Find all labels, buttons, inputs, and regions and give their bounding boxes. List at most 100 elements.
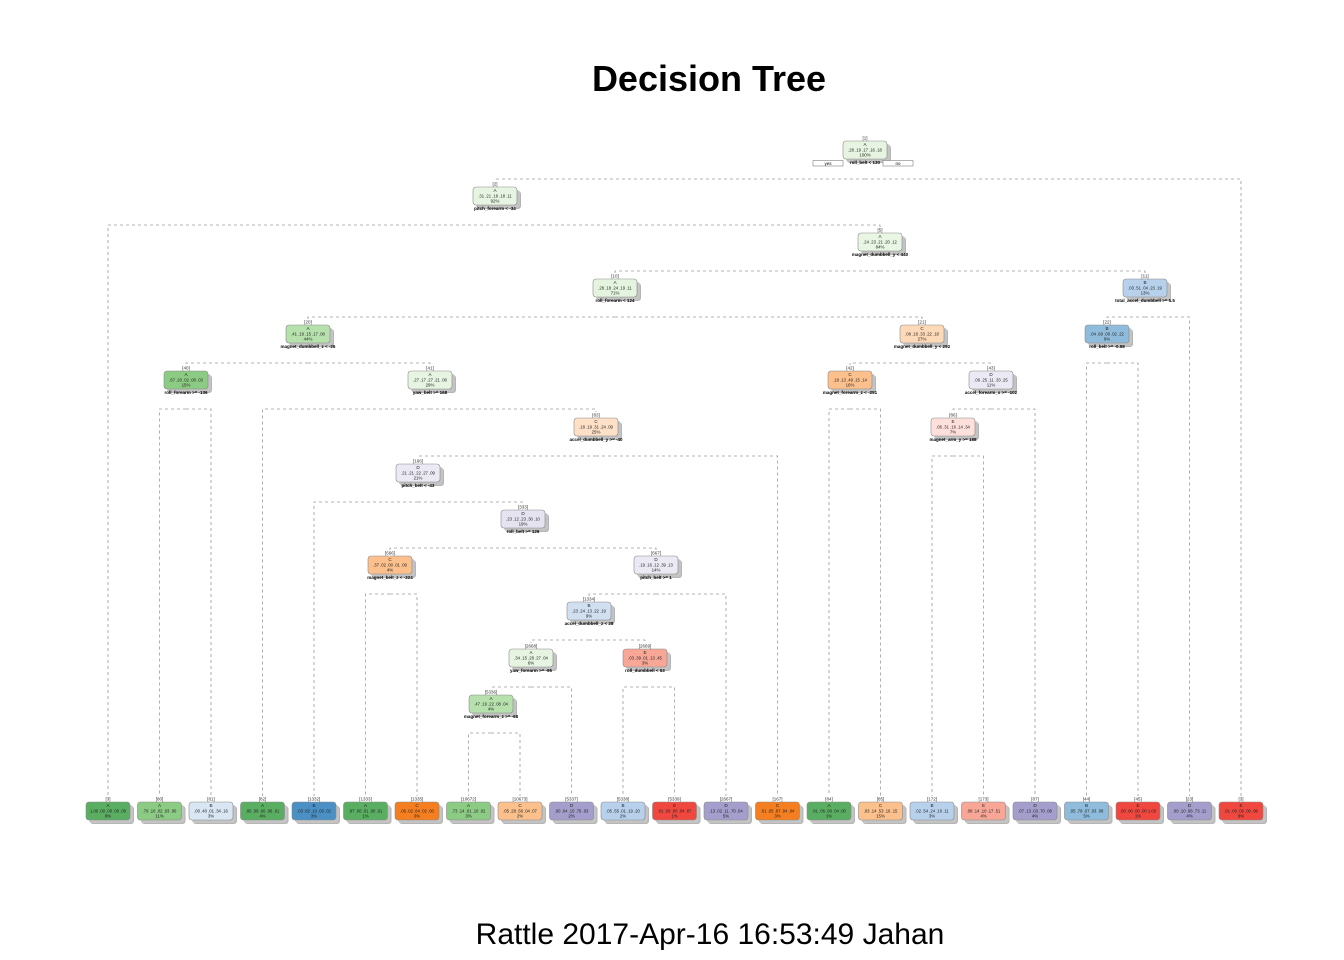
tree-edge [596,455,778,796]
node-class-label: D [724,803,728,808]
node-box [85,801,131,821]
node-class-label: D [989,372,993,377]
node-box [549,801,594,821]
node-probabilities: .03 .14 .53 .16 .15 [864,808,898,813]
node-probabilities: .18 .13 .49 .15 .14 [833,377,867,382]
node-probabilities: .18 .19 .31 .24 .09 [579,424,613,429]
node-id-label: [40] [182,366,190,371]
node-class-label: A [364,803,368,808]
node-id-label: [43] [987,366,995,371]
node-id-label: [667] [651,551,661,556]
footer-caption: Rattle 2017-Apr-16 16:53:49 Jahan [475,918,945,951]
node-percent: 4% [980,813,986,818]
node-id-label: [10673] [512,797,527,802]
split-node: [666]C.37 .02 .00 .01 .094% magnet_belt_z… [367,551,416,580]
tree-edge [389,547,523,550]
node-percent: 3% [465,813,471,818]
node-percent: 3% [774,813,780,818]
node-id-label: [5338] [617,797,630,802]
node-percent: 15% [876,813,885,818]
node-box [600,801,646,821]
node-percent: 92% [491,198,500,203]
tree-edge [468,732,491,796]
split-condition: magnet_dumbbell_y < 292 [894,344,951,349]
node-box [500,509,546,529]
tree-edge [186,408,212,796]
node-percent: 8% [1238,813,1244,818]
node-probabilities: .73 .14 .01 .10 .02 [452,808,486,813]
tree-edges [107,178,1242,796]
node-id-label: [167] [772,797,782,802]
node-id-label: [172] [927,797,937,802]
node-probabilities: .19 .16 .12 .39 .13 [639,562,673,567]
node-class-label: E [982,803,985,808]
node-id-label: [3] [1238,797,1243,802]
tree-edge [850,408,881,796]
tree-edge [622,686,645,796]
leaf-node: [3]E.01 .00 .00 .00 .998% [1218,797,1267,824]
tree-edge [1106,316,1145,319]
split-node: [22]B.04 .69 .08 .02 .229% roll_belt >= -… [1084,320,1133,349]
node-percent: 5% [723,813,729,818]
node-box [652,801,697,821]
node-box [1084,324,1130,344]
split-condition: roll_belt >= -0.58 [1089,344,1125,349]
node-id-label: [41] [426,366,434,371]
node-id-label: [5337] [565,797,578,802]
tree-edge [430,408,597,412]
node-class-label: C [518,803,522,808]
node-probabilities: .85 .09 .00 .06 .01 [246,808,280,813]
node-class-label: B [312,803,315,808]
split-condition: magnet_arm_y >= 188 [929,437,977,442]
tree-edge [922,362,992,365]
leaf-node: [172]B.02 .54 .24 .10 .113% [909,797,958,824]
tree-edge [491,732,521,796]
leaf-node: [23]D.00 .10 .08 .73 .114% [1167,797,1216,824]
node-id-label: [10672] [461,797,476,802]
node-probabilities: .23 .12 .23 .30 .10 [506,516,540,521]
split-node: [2669]E.03 .39 .01 .13 .453% roll_dumbbel… [622,644,671,673]
node-probabilities: .24 .23 .21 .20 .12 [863,239,897,244]
node-class-label: C [879,803,883,808]
node-box [961,801,1006,821]
node-class-label: D [521,511,525,516]
split-condition: magnet_forearm_z < -251 [823,390,878,395]
split-condition: pitch_forearm < -34 [474,206,516,211]
node-percent: 14% [652,567,661,572]
node-probabilities: .08 .14 .10 .17 .51 [967,808,1001,813]
node-probabilities: .21 .21 .22 .27 .09 [401,470,435,475]
node-percent: 2% [517,813,523,818]
node-probabilities: .28 .18 .24 .19 .11 [598,285,632,290]
node-id-label: [2667] [720,797,733,802]
node-percent: 3% [414,813,420,818]
node-probabilities: .03 .51 .04 .23 .19 [1128,285,1162,290]
node-class-label: A [306,326,310,331]
node-id-label: [2669] [639,644,652,649]
node-percent: 16% [846,382,855,387]
tree-edge [307,316,615,319]
node-box [857,232,903,252]
tree-edge [490,686,531,689]
node-class-label: E [673,803,676,808]
node-probabilities: .03 .82 .10 .03 .02 [297,808,331,813]
node-box [858,801,903,821]
node-percent: 3% [311,813,317,818]
tree-edge [849,362,922,365]
tree-edge [588,593,656,596]
node-box [497,801,543,821]
node-probabilities: .05 .78 .07 .03 .08 [1070,808,1104,813]
no-branch-label: no [882,160,914,167]
split-condition: magnet_dumbbell_z < -26 [281,344,336,349]
node-percent: 25% [592,429,601,434]
node-probabilities: .02 .54 .24 .10 .11 [915,808,949,813]
tree-edge [494,178,865,181]
node-class-label: B [587,603,590,608]
split-condition: roll_belt >= 126 [507,529,540,534]
node-probabilities: .31 .21 .19 .18 .11 [478,193,512,198]
